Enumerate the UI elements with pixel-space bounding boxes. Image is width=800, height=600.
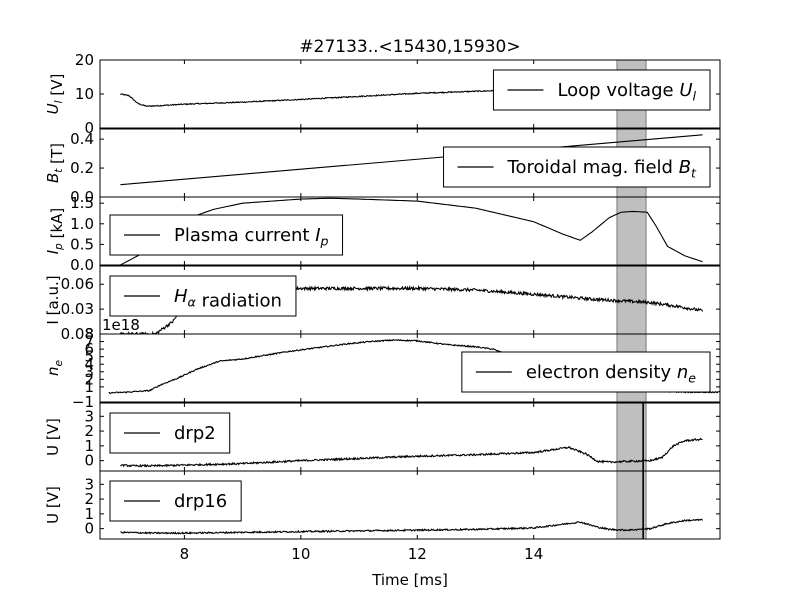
panel-toroidal-field: 0.0 0.2 0.4Bt [T] Toroidal mag. field Bt: [44, 128, 721, 206]
y-axis-label: ne: [44, 360, 65, 376]
y-tick-label: 3: [84, 363, 94, 381]
y-tick-label: 2: [84, 370, 94, 388]
y-tick-label: 8: [84, 325, 94, 343]
panel-plasma-current: 0.0 0.5 1.0 1.5Ip [kA] Plasma current Ip: [44, 194, 721, 274]
axes-frame: [99, 196, 721, 266]
chart-title: #27133..<15430,15930>: [299, 37, 520, 57]
series-line-plasma-current: [120, 197, 703, 265]
highlight-band: [616, 196, 647, 266]
legend-label: Toroidal mag. field Bt: [507, 157, 698, 181]
y-tick-label: 0.03: [61, 300, 94, 318]
y-tick-label: 7: [84, 333, 94, 351]
panel-halpha: 0.03 0.06I [a.u.] Hα radiation: [44, 265, 721, 335]
highlight-band: [616, 470, 647, 540]
legend-density: electron density ne: [461, 351, 711, 393]
y-tick-label: 0.4: [70, 130, 94, 148]
legend-label: drp2: [174, 423, 216, 444]
y-axis-label: I [a.u.]: [44, 275, 62, 324]
x-axis: 8 10 12 14: [180, 545, 544, 563]
y-tick-label: 1.5: [70, 194, 94, 212]
y-tick-label: 0: [84, 520, 94, 538]
axes-frame: [99, 333, 721, 403]
y-axis-label: Ul [V]: [44, 74, 66, 115]
y-axis-label: U [V]: [44, 486, 62, 524]
y-tick-label: 0.5: [70, 235, 94, 253]
legend-label: drp16: [174, 491, 227, 512]
legend-label: Loop voltage Ul: [557, 80, 696, 104]
legend-toroidal-field: Toroidal mag. field Bt: [443, 146, 711, 188]
y-tick-label: 0.0: [70, 188, 94, 206]
x-tick-label: 10: [291, 545, 310, 563]
legend-drp16: drp16: [109, 480, 242, 522]
y-tick-label: 0: [84, 119, 94, 137]
y-tick-label: 0: [84, 452, 94, 470]
series-line-drp2: [120, 437, 703, 468]
y-axis-label: Ip [kA]: [44, 208, 66, 255]
y-tick-label: 20: [75, 51, 94, 69]
y-tick-label: 0.2: [70, 159, 94, 177]
y-tick-label: 6: [84, 340, 94, 358]
y-tick-label: 2: [84, 490, 94, 508]
legend-label: Plasma current Ip: [174, 225, 329, 249]
legend-drp2: drp2: [109, 412, 231, 454]
y-tick-label: 1: [84, 505, 94, 523]
y-tick-label: 0.0: [70, 256, 94, 274]
y-axis-label: Bt [T]: [44, 143, 66, 183]
y-tick-label: 3: [84, 475, 94, 493]
x-tick-label: 14: [524, 545, 543, 563]
y-axis-label: U [V]: [44, 418, 62, 456]
y-tick-label: −1: [72, 393, 94, 411]
x-tick-label: 8: [180, 545, 190, 563]
y-tick-label: 10: [75, 85, 94, 103]
panel-loop-voltage: 0 10 20 Ul [V] Loop voltage Ul: [44, 51, 721, 137]
series-line-toroidal-field: [120, 134, 703, 186]
y-tick-label: 1: [84, 378, 94, 396]
y-tick-label: 0.06: [61, 275, 94, 293]
legend-halpha: Hα radiation: [109, 275, 297, 317]
legend-loop-voltage: Loop voltage Ul: [492, 69, 711, 111]
y-tick-label: 0.08: [61, 325, 94, 343]
y-tick-label: 1.0: [70, 215, 94, 233]
legend-plasma-current: Plasma current Ip: [109, 214, 344, 256]
x-axis-label: Time [ms]: [371, 571, 448, 589]
y-tick-label: 3: [84, 407, 94, 425]
y-tick-label: 2: [84, 422, 94, 440]
series-line-drp16: [120, 518, 703, 535]
legend-label: electron density ne: [526, 362, 696, 386]
y-tick-label: 4: [84, 355, 94, 373]
y-tick-label: 5: [84, 348, 94, 366]
y-tick-label: 1: [84, 437, 94, 455]
legend-label: Hα radiation: [174, 286, 282, 312]
x-tick-label: 12: [408, 545, 427, 563]
axis-multiplier: 1e18: [102, 316, 140, 334]
axes-frame: [99, 470, 721, 540]
